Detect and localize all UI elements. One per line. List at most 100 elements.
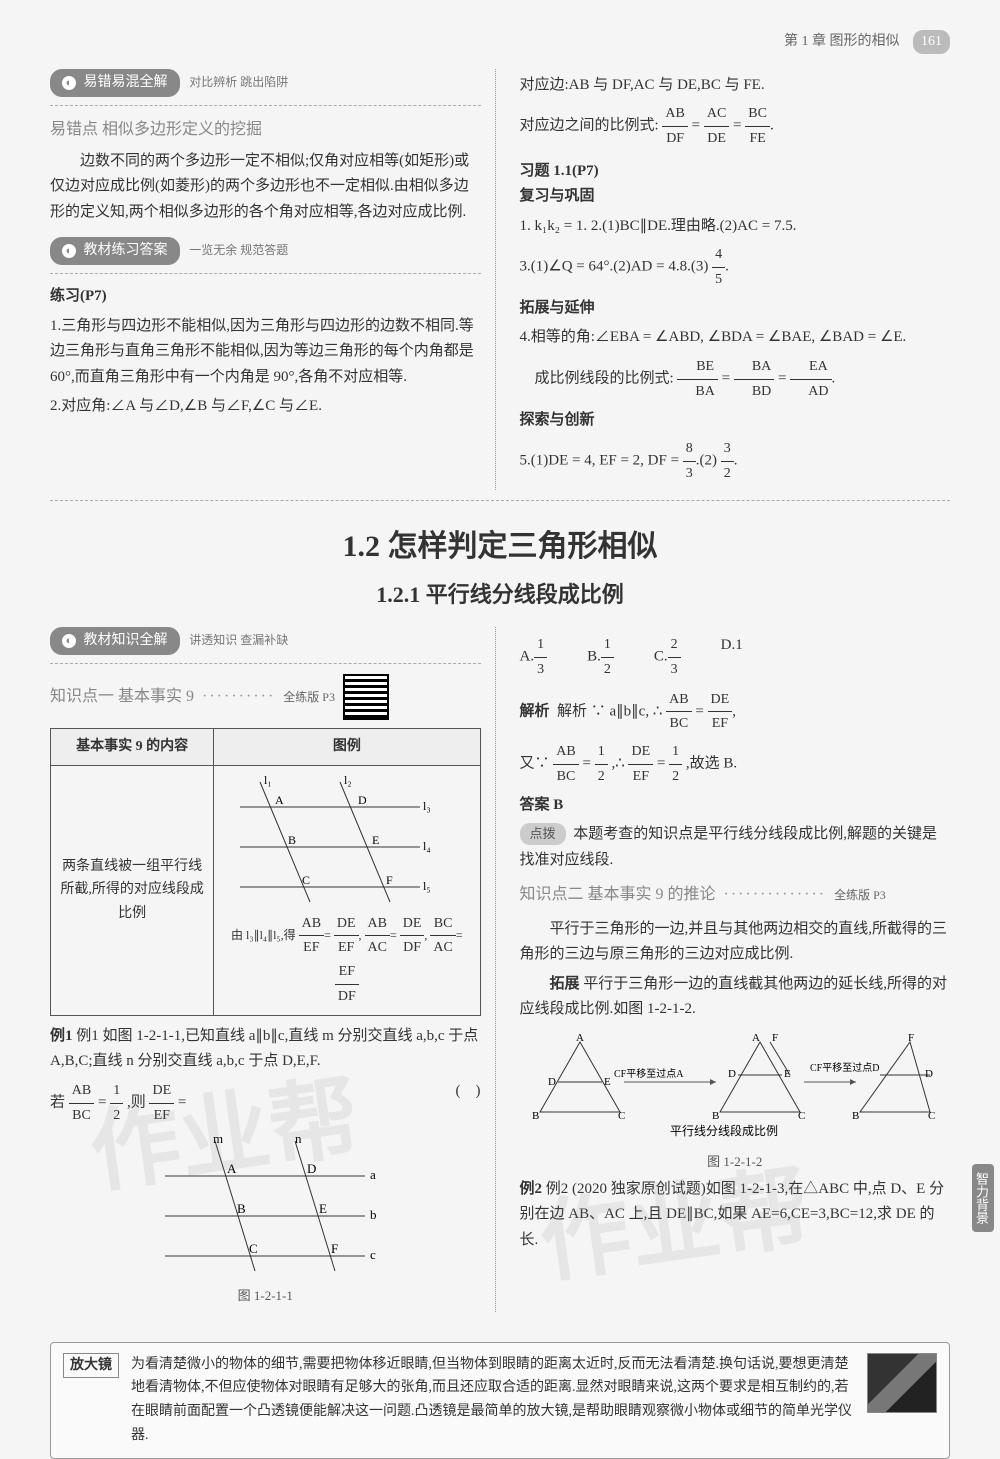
svg-text:CF平移至过点A: CF平移至过点A [614, 1067, 684, 1080]
qr-code-icon [343, 674, 389, 720]
example-1-text: 例1 例1 如图 1-2-1-1,已知直线 a∥b∥c,直线 m 分别交直线 a… [50, 1024, 481, 1075]
para-error-point: 边数不同的两个多边形一定不相似;仅角对应相等(如矩形)或仅边对应成比例(如菱形)… [50, 149, 481, 226]
svg-text:D: D [307, 1161, 316, 1176]
svg-text:D: D [925, 1068, 933, 1080]
ratio-pre: 对应边之间的比例式: [520, 118, 659, 134]
clock-icon: ◐ [62, 76, 76, 90]
lower-left-col: ◐ 教材知识全解 讲透知识 查漏补缺 知识点一 基本事实 9 ·········… [50, 627, 496, 1311]
clock-icon: ◐ [62, 634, 76, 648]
fig2-caption: 图 1-2-1-2 [520, 1151, 951, 1173]
practice-head: 练习(P7) [50, 284, 481, 310]
choice-b: B.12 [587, 633, 614, 682]
svg-text:D: D [358, 793, 367, 807]
ratio-expression: 对应边之间的比例式: ABDF = ACDE = BCFE. [520, 102, 951, 151]
magnifier-tag: 放大镜 [63, 1353, 119, 1379]
svg-text:C: C [249, 1241, 258, 1256]
jiexi-line-2: 又∵ ABBC = 12 ,∴ DEEF = 12 ,故选 B. [520, 740, 951, 789]
top-left-col: ◐ 易错易混全解 对比辨析 跳出陷阱 易错点 相似多边形定义的挖掘 边数不同的两… [50, 69, 496, 490]
frac-ab-df: ABDF [662, 102, 687, 151]
svg-text:C: C [798, 1110, 805, 1122]
svg-text:CF平移至过点D: CF平移至过点D [810, 1061, 879, 1074]
frac-ac-de: ACDE [704, 102, 729, 151]
dianbo-text: 本题考查的知识点是平行线分线段成比例,解题的关键是找准对应线段. [520, 826, 938, 868]
fact9-table: 基本事实 9 的内容 图例 两条直线被一组平行线所截,所得的对应线段成比例 l₁… [50, 728, 481, 1016]
frac-3-2: 32 [721, 437, 734, 486]
kp1-label: 知识点一 基本事实 9 [50, 683, 194, 710]
practice-item-1: 1.三角形与四边形不能相似,因为三角形与四边形的边数不相同.等边三角形与直角三角… [50, 314, 481, 391]
svg-text:F: F [386, 873, 393, 887]
svg-text:D: D [548, 1076, 556, 1088]
jiexi-line-1: 解析 解析 ∵ a∥b∥c, ∴ ABBC = DEEF, [520, 688, 951, 737]
svg-text:F: F [331, 1241, 338, 1256]
svg-text:l₄: l₄ [423, 839, 431, 853]
svg-text:A: A [227, 1161, 237, 1176]
section-title: 1.2 怎样判定三角形相似 [50, 521, 950, 572]
dots-icon: ·············· [724, 881, 827, 908]
lower-columns: ◐ 教材知识全解 讲透知识 查漏补缺 知识点一 基本事实 9 ·········… [50, 627, 950, 1321]
jiexi2-pre: 又∵ [520, 756, 550, 772]
kp2-head: 知识点二 基本事实 9 的推论 ·············· 全练版 P3 [520, 881, 951, 908]
svg-text:C: C [302, 873, 310, 887]
example-1-cond: 若 ABBC = 12 ,则 DEEF = ( ) [50, 1079, 481, 1128]
practice-item-2: 2.对应角:∠A 与∠D,∠B 与∠F,∠C 与∠E. [50, 394, 481, 420]
fuxi-item-3: 3.(1)∠Q = 64°.(2)AD = 4.8.(3) 45. [520, 243, 951, 292]
fuxi-item-1-2: 1. k₁k₂ = 1. 2.(1)BC∥DE.理由略.(2)AC = 7.5. [520, 214, 951, 240]
section-subtitle: 1.2.1 平行线分线段成比例 [50, 576, 950, 613]
kp2-p2-text: 平行于三角形一边的直线截其他两边的延长线,所得的对应线段成比例.如图 1-2-1… [520, 976, 948, 1018]
svg-text:A: A [576, 1032, 584, 1044]
svg-text:E: E [372, 833, 379, 847]
choice-a: A.13 [520, 633, 548, 682]
dianbo-line: 点拨 本题考查的知识点是平行线分线段成比例,解题的关键是找准对应线段. [520, 822, 951, 873]
magnifier-text: 为看清楚微小的物体的细节,需要把物体移近眼睛,但当物体到眼睛的距离太近时,反而无… [131, 1353, 855, 1448]
dianbo-tag: 点拨 [520, 823, 566, 845]
frac-be-ba: BEBA [677, 355, 717, 404]
svg-text:l₁: l₁ [264, 773, 272, 787]
svg-text:C: C [928, 1110, 935, 1122]
th-content: 基本事实 9 的内容 [51, 728, 214, 765]
kp1-ref: 全练版 P3 [283, 687, 335, 707]
svg-text:b: b [370, 1207, 377, 1222]
tag-answers-sub: 一览无余 规范答题 [189, 243, 288, 257]
svg-text:平行线分线段成比例: 平行线分线段成比例 [670, 1123, 778, 1138]
clock-icon: ◐ [62, 244, 76, 258]
svg-text:l₅: l₅ [423, 879, 431, 893]
answer-choices: A.13 B.12 C.23 D.1 [520, 633, 951, 682]
frac-4-5: 45 [712, 243, 725, 292]
svg-text:E: E [784, 1068, 791, 1080]
fuxi-head: 复习与巩固 [520, 184, 951, 210]
td-figure: l₁ l₂ l₃ l₄ l₅ A D B E C F 由 l₃∥l₄∥l₅,得 [214, 765, 480, 1015]
jiexi-pre: 解析 ∵ a∥b∥c, ∴ [557, 703, 662, 719]
ex1-cond-mid: ,则 [127, 1095, 146, 1111]
table-row: 两条直线被一组平行线所截,所得的对应线段成比例 l₁ l₂ l₃ l₄ l₅ A [51, 765, 481, 1015]
fx3-pre: 3.(1)∠Q = 64°.(2)AD = 4.8.(3) [520, 259, 709, 275]
svg-text:m: m [213, 1131, 223, 1146]
svg-text:B: B [288, 833, 296, 847]
top-right-col: 对应边:AB 与 DF,AC 与 DE,BC 与 FE. 对应边之间的比例式: … [520, 69, 951, 490]
choice-d: D.1 [721, 633, 743, 682]
tag-answers-label: 教材练习答案 [84, 243, 168, 258]
svg-text:l₃: l₃ [423, 799, 431, 813]
kp1-head: 知识点一 基本事实 9 ·········· 全练版 P3 [50, 674, 481, 720]
choice-c: C.23 [654, 633, 681, 682]
kp2-para-2: 拓展 平行于三角形一边的直线截其他两边的延长线,所得的对应线段成比例.如图 1-… [520, 972, 951, 1023]
tag-answers-pill: ◐ 教材练习答案 [50, 237, 180, 265]
jiexi2-end: ,故选 B. [686, 756, 737, 772]
table-row: 基本事实 9 的内容 图例 [51, 728, 481, 765]
figure-formula: 由 l₃∥l₄∥l₅,得 ABEF= DEEF, ABAC= DEDF, BCA… [220, 912, 473, 1009]
svg-text:C: C [618, 1110, 625, 1122]
svg-text:l₂: l₂ [344, 773, 352, 787]
tuozhan-head: 拓展与延伸 [520, 296, 951, 322]
tag-errors-pill: ◐ 易错易混全解 [50, 69, 180, 97]
svg-text:A: A [752, 1032, 760, 1044]
jiexi2-mid: ,∴ [611, 756, 624, 772]
svg-text:F: F [908, 1032, 914, 1044]
frac-8-3: 83 [683, 437, 696, 486]
frac-ba-bd: BABD [734, 355, 774, 404]
divider [50, 663, 481, 664]
svg-text:B: B [852, 1110, 859, 1122]
dots-icon: ·········· [202, 683, 275, 710]
subhead-error-point: 易错点 相似多边形定义的挖掘 [50, 116, 481, 143]
td-content: 两条直线被一组平行线所截,所得的对应线段成比例 [51, 765, 214, 1015]
tag-errors-label: 易错易混全解 [84, 75, 168, 90]
tag-knowledge: ◐ 教材知识全解 讲透知识 查漏补缺 [50, 627, 481, 659]
